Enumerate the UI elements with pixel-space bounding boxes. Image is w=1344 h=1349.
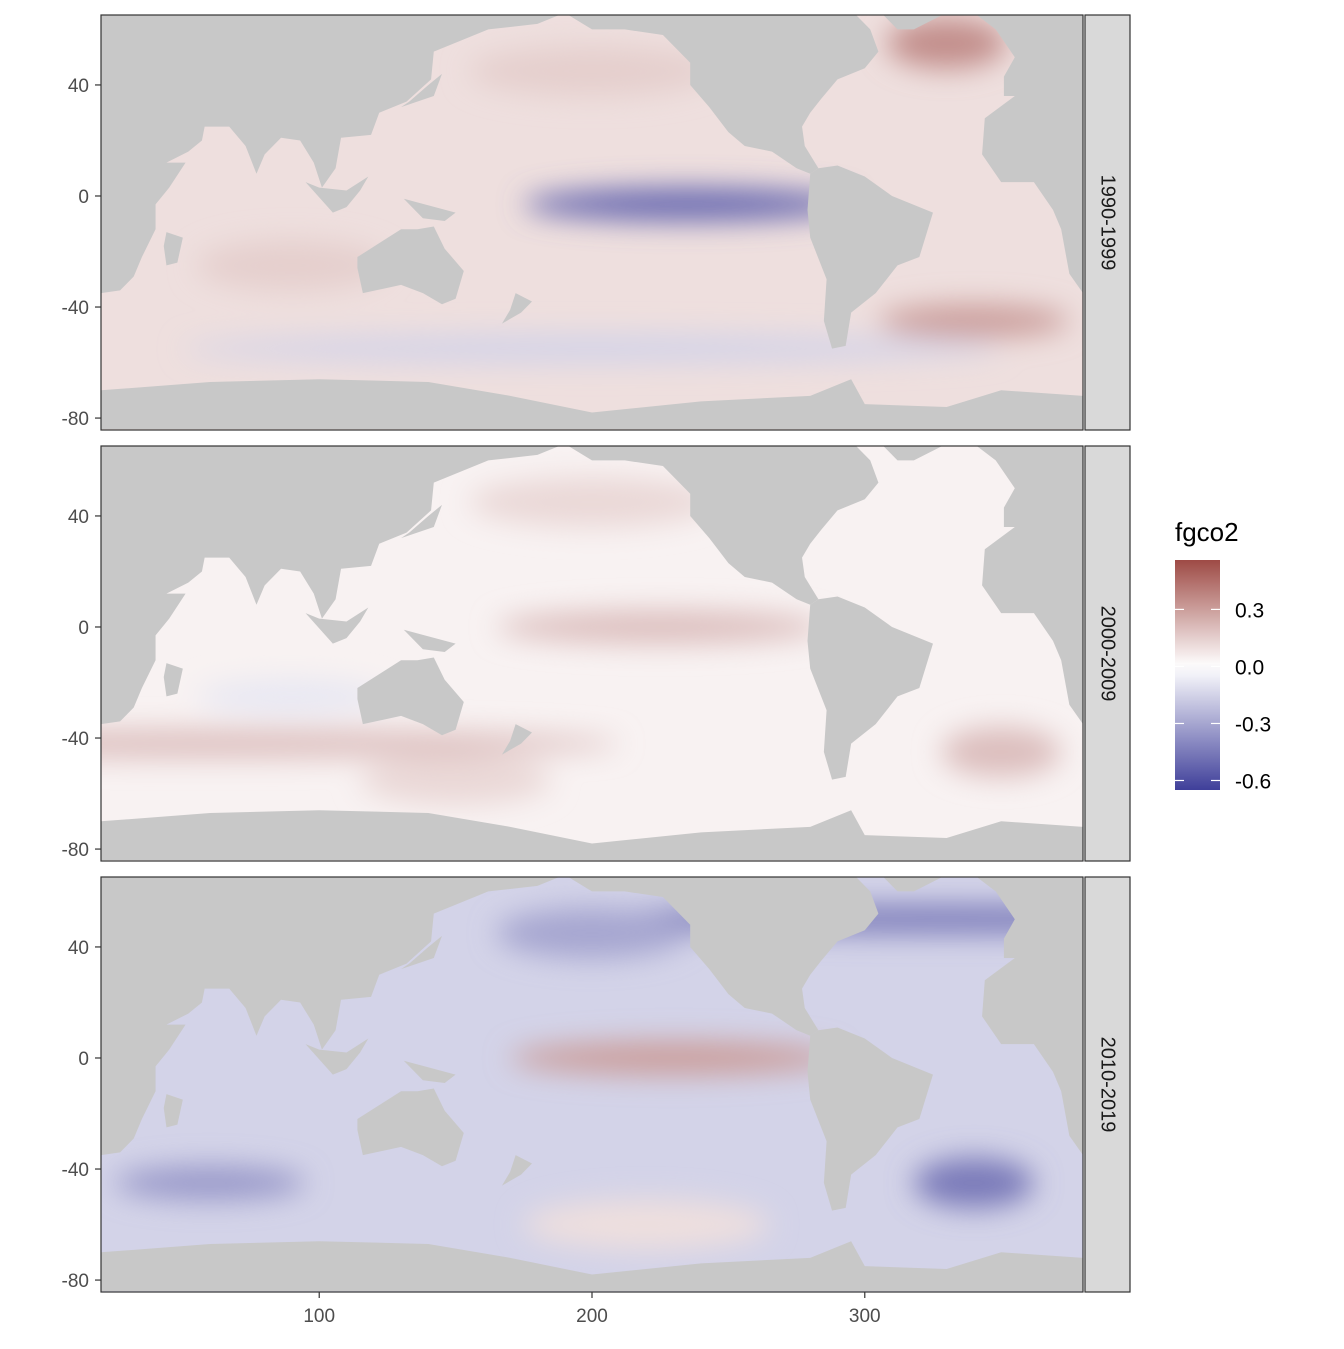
land-mass bbox=[883, 446, 943, 461]
colorbar-label: -0.6 bbox=[1235, 770, 1271, 793]
land-mass bbox=[401, 73, 442, 108]
panel-border bbox=[100, 14, 1084, 431]
y-axis-tick-label: 0 bbox=[78, 187, 89, 208]
legend-title: fgco2 bbox=[1175, 517, 1239, 547]
land-mass bbox=[305, 1038, 369, 1075]
y-axis-tick-label: -40 bbox=[62, 1160, 89, 1181]
flux-anomaly-region bbox=[469, 477, 715, 528]
land-mass bbox=[101, 15, 560, 294]
land-mass bbox=[357, 226, 464, 305]
y-axis-tick-label: 40 bbox=[68, 938, 89, 959]
land-mass bbox=[807, 165, 933, 349]
land-mass bbox=[163, 663, 183, 697]
land-mass bbox=[305, 176, 369, 213]
land-mass bbox=[976, 15, 1083, 294]
colorbar-label: -0.3 bbox=[1235, 713, 1271, 736]
y-axis-tick-label: -40 bbox=[62, 298, 89, 319]
land-mass bbox=[401, 935, 442, 970]
facet-strip bbox=[1084, 876, 1131, 1293]
land-mass bbox=[401, 504, 442, 539]
legend: fgco2 0.3 0.0 -0.3 -0.6 bbox=[1175, 517, 1271, 793]
land-mass bbox=[883, 15, 943, 30]
x-axis-tick-label: 300 bbox=[849, 1306, 881, 1327]
colorbar-label: 0.0 bbox=[1235, 656, 1264, 679]
y-axis-tick-label: -80 bbox=[62, 840, 89, 861]
panel-border bbox=[100, 445, 1084, 862]
colorbar-label: 0.3 bbox=[1235, 599, 1264, 622]
land-mass bbox=[976, 446, 1083, 725]
land-mass bbox=[305, 607, 369, 644]
y-axis-tick-label: 40 bbox=[68, 76, 89, 97]
flux-anomaly-region bbox=[101, 729, 620, 758]
land-mass bbox=[568, 15, 879, 174]
y-axis-tick-label: 0 bbox=[78, 1049, 89, 1070]
land-mass bbox=[357, 657, 464, 736]
flux-anomaly-region bbox=[360, 754, 552, 805]
flux-anomaly-region bbox=[510, 1041, 838, 1075]
land-mass bbox=[101, 446, 560, 725]
land-mass bbox=[357, 1088, 464, 1167]
flux-anomaly-region bbox=[913, 1157, 1034, 1208]
land-mass bbox=[403, 1060, 456, 1083]
land-mass bbox=[501, 1155, 532, 1186]
land-mass bbox=[403, 198, 456, 221]
land-mass bbox=[807, 596, 933, 780]
land-mass bbox=[568, 877, 879, 1036]
flux-anomaly-region bbox=[469, 46, 715, 97]
flux-anomaly-region bbox=[196, 679, 388, 714]
y-axis-tick-label: 40 bbox=[68, 507, 89, 528]
flux-anomaly-region bbox=[496, 908, 688, 959]
land-mass bbox=[501, 293, 532, 324]
y-axis-tick-label: -80 bbox=[62, 409, 89, 430]
facet-panel-2000-2009: 2000-2009 40 0 -40 -80 bbox=[62, 445, 1131, 862]
flux-anomaly-region bbox=[196, 240, 388, 291]
land-mass bbox=[101, 379, 1083, 430]
land-mass bbox=[163, 1094, 183, 1128]
land-mass bbox=[501, 724, 532, 755]
facet-panel-1990-1999: 1990-1999 40 0 -40 -80 bbox=[62, 14, 1131, 431]
x-axis-tick-label: 100 bbox=[303, 1306, 335, 1327]
flux-anomaly-region bbox=[182, 334, 1002, 363]
colorbar bbox=[1175, 560, 1220, 790]
facet-strip bbox=[1084, 14, 1131, 431]
land-mass bbox=[101, 877, 560, 1156]
flux-anomaly-region bbox=[523, 1199, 770, 1250]
facet-strip bbox=[1084, 445, 1131, 862]
flux-anomaly-region bbox=[496, 610, 824, 644]
land-mass bbox=[101, 1241, 1083, 1292]
flux-anomaly-region bbox=[114, 1166, 306, 1200]
facet-panel-2010-2019: 2010-2019 40 0 -40 -80 bbox=[62, 876, 1131, 1293]
land-mass bbox=[976, 877, 1083, 1156]
flux-anomaly-region bbox=[886, 18, 1007, 69]
land-mass bbox=[883, 877, 943, 892]
facet-strip-label: 2000-2009 bbox=[1097, 606, 1119, 702]
land-mass bbox=[568, 446, 879, 605]
facet-strip-label: 2010-2019 bbox=[1097, 1037, 1119, 1133]
land-mass bbox=[807, 1027, 933, 1211]
land-mass bbox=[403, 629, 456, 652]
facet-strip-label: 1990-1999 bbox=[1097, 175, 1119, 271]
flux-anomaly-region bbox=[523, 187, 852, 221]
y-axis-tick-label: 0 bbox=[78, 618, 89, 639]
y-axis-tick-label: -80 bbox=[62, 1271, 89, 1292]
y-axis-tick-label: -40 bbox=[62, 729, 89, 750]
x-axis-tick-label: 200 bbox=[576, 1306, 608, 1327]
land-mass bbox=[163, 232, 183, 266]
land-mass bbox=[101, 810, 1083, 861]
flux-anomaly-region bbox=[878, 304, 1070, 338]
flux-anomaly-region bbox=[941, 726, 1062, 777]
